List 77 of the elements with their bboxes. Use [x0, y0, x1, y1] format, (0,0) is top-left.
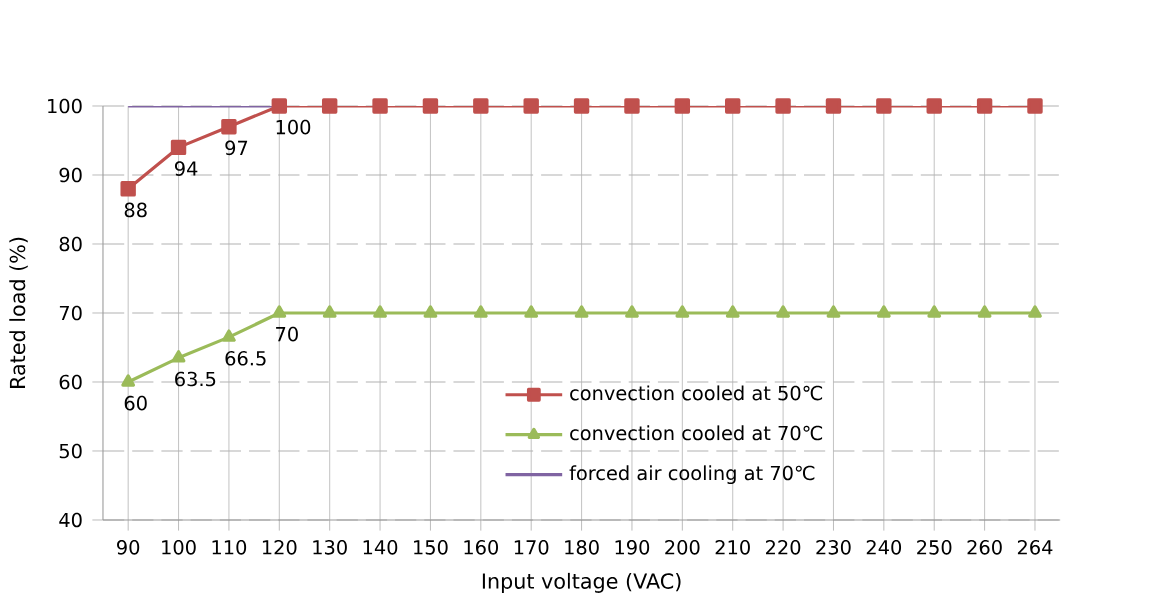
y-tick-label: 80 — [59, 236, 82, 252]
point — [927, 305, 942, 318]
y-axis-title: Rated load (%) — [9, 237, 28, 388]
x-tick-label: 100 — [162, 540, 196, 555]
point — [171, 350, 186, 363]
x-tick-label: 220 — [766, 540, 801, 555]
y-tick-label: 70 — [59, 305, 82, 321]
x-tick-label: 170 — [514, 540, 549, 555]
point — [423, 305, 438, 318]
point — [976, 98, 993, 114]
point — [321, 98, 338, 114]
point — [573, 98, 590, 114]
y-tick-label: 40 — [59, 512, 82, 528]
point — [876, 98, 892, 114]
point — [574, 305, 589, 318]
point — [372, 98, 388, 114]
point — [775, 98, 791, 114]
x-tick-label: 120 — [262, 540, 297, 555]
x-tick-label: 200 — [665, 540, 700, 555]
point — [322, 305, 337, 318]
x-tick-label: 180 — [565, 540, 599, 555]
point — [524, 305, 539, 318]
point — [876, 305, 891, 318]
x-axis-title: Input voltage (VAC) — [482, 572, 681, 593]
legend-label: convection cooled at 50℃ — [570, 385, 823, 401]
point — [825, 98, 842, 114]
point — [1028, 305, 1042, 318]
point — [926, 98, 942, 114]
data-label: 97 — [225, 140, 248, 156]
data-label: 66.5 — [225, 350, 266, 366]
x-tick-label: 210 — [715, 540, 750, 555]
point — [725, 98, 741, 114]
y-tick-label: 60 — [59, 374, 82, 390]
point — [271, 98, 288, 114]
x-tick-label: 140 — [363, 540, 398, 555]
point — [725, 305, 740, 318]
point — [675, 305, 690, 318]
x-tick-label: 190 — [615, 540, 650, 555]
point — [1027, 98, 1043, 114]
point — [523, 98, 539, 114]
x-tick-label: 230 — [816, 540, 851, 555]
y-tick-label: 50 — [59, 443, 82, 459]
x-tick-label: 130 — [313, 540, 347, 555]
x-tick-label: 150 — [414, 540, 448, 555]
point — [826, 305, 841, 318]
x-tick-label: 160 — [464, 540, 499, 555]
point — [222, 329, 236, 342]
point — [473, 98, 489, 114]
data-label: 88 — [124, 202, 147, 218]
point — [121, 374, 136, 387]
point — [221, 118, 237, 135]
y-tick-label: 90 — [59, 167, 82, 183]
data-label: 70 — [276, 326, 298, 342]
data-label: 60 — [124, 395, 147, 411]
point — [624, 98, 640, 114]
point — [674, 98, 691, 114]
point — [120, 181, 136, 197]
point — [776, 305, 790, 318]
legend-label: forced air cooling at 70℃ — [569, 465, 815, 485]
legend-label: convection cooled at 70℃ — [570, 425, 823, 441]
point — [170, 139, 187, 156]
data-label: 100 — [276, 119, 311, 135]
x-tick-label: 260 — [967, 540, 1002, 555]
data-label: 94 — [174, 161, 198, 176]
data-label: 63.5 — [175, 371, 216, 387]
point — [272, 305, 287, 318]
x-tick-label: 264 — [1017, 540, 1053, 555]
point — [977, 305, 992, 318]
x-tick-label: 90 — [117, 540, 140, 555]
point — [625, 305, 639, 318]
y-tick-label: 100 — [48, 98, 82, 114]
point — [473, 305, 488, 318]
point — [373, 305, 387, 318]
point — [422, 98, 439, 114]
x-tick-label: 240 — [866, 540, 902, 555]
x-tick-label: 110 — [212, 540, 247, 555]
x-tick-label: 250 — [917, 540, 952, 555]
